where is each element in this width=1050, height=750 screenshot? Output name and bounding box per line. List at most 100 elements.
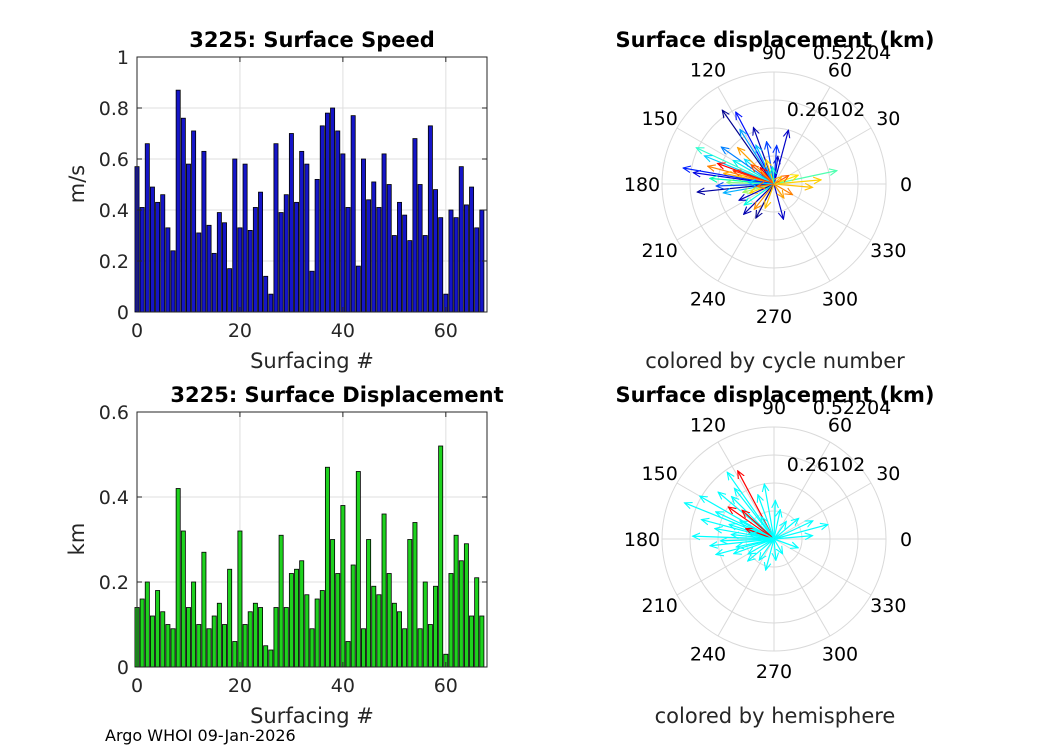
speed-axes-box [136, 56, 488, 313]
displacement-bar [304, 594, 310, 668]
speed-ytick-label: 0.6 [99, 149, 129, 171]
speed-bar [386, 184, 392, 313]
polar-hemisphere-angle-label: 30 [876, 463, 900, 485]
surface-displacement-title: 3225: Surface Displacement [170, 383, 503, 407]
speed-bar [201, 150, 207, 313]
polar-hemisphere-vector [773, 536, 812, 539]
surface-speed-chart: 3225: Surface Speed Surfacing # m/s 0 20 4… [65, 28, 488, 373]
speed-bar [222, 222, 227, 313]
polar-cycle-vector [757, 184, 775, 186]
displacement-bar [314, 598, 320, 668]
speed-ytick-label: 0 [117, 302, 129, 324]
polar-hemisphere-chart: Surface displacement (km) colored by hem… [615, 383, 934, 728]
displacement-bar [340, 505, 346, 668]
displacement-bar [479, 615, 485, 668]
displacement-bar [391, 602, 397, 668]
displacement-bar [417, 628, 423, 668]
speed-bar [258, 191, 263, 313]
speed-bar [278, 212, 284, 313]
displacement-bar [453, 534, 459, 668]
speed-bar [319, 125, 325, 313]
speed-ytick-label: 0.2 [99, 251, 129, 273]
speed-bar [294, 201, 300, 313]
displacement-bar [155, 590, 161, 668]
polar-hemisphere-radius-label: 0.52204 [813, 397, 892, 419]
polar-hemisphere-vector [773, 521, 786, 540]
speed-bar [314, 178, 320, 313]
polar-hemisphere-angle-label: 330 [870, 595, 906, 617]
displacement-bar [381, 513, 387, 668]
polar-hemisphere-spoke [717, 538, 775, 637]
displacement-bar [222, 624, 227, 668]
polar-cycle-angle-label: 210 [642, 240, 678, 262]
polar-hemisphere-angle-label: 120 [690, 415, 726, 437]
speed-bar [247, 229, 253, 313]
displacement-bar [474, 577, 480, 668]
displacement-bar [335, 573, 341, 668]
polar-cycle-angle-label: 120 [690, 60, 726, 82]
polar-hemisphere-vector [734, 488, 775, 540]
speed-bar [309, 270, 315, 313]
footer-credit: Argo WHOI 09-Jan-2026 [105, 726, 296, 745]
polar-cycle-angle-label: 270 [756, 306, 792, 328]
speed-bar [330, 107, 336, 313]
polar-cycle-vector [696, 148, 775, 185]
displacement-bar [201, 551, 207, 668]
speed-bar [469, 186, 475, 313]
speed-bar [381, 153, 387, 313]
speed-bar [186, 163, 191, 313]
polar-cycle-subtitle: colored by cycle number [645, 349, 905, 373]
displacement-bar [433, 585, 438, 668]
polar-hemisphere-angle-label: 300 [822, 643, 858, 665]
displacement-bar [144, 581, 150, 668]
polar-cycle-vector [773, 183, 784, 198]
polar-cycle-title: Surface displacement (km) [615, 28, 934, 52]
displacement-ytick-label: 0 [117, 657, 129, 679]
speed-bar [232, 158, 238, 313]
surface-speed-xlabel: Surfacing # [250, 349, 374, 373]
speed-bar [350, 115, 356, 313]
polar-cycle-vector [773, 130, 788, 185]
polar-cycle-angle-label: 90 [762, 42, 786, 64]
polar-cycle-radius-label: 0.52204 [813, 42, 892, 64]
speed-bar [170, 250, 176, 313]
polar-hemisphere-vector [742, 510, 775, 540]
polar-hemisphere-spoke [773, 482, 872, 540]
speed-bar [263, 275, 269, 313]
polar-cycle-vector [773, 184, 812, 187]
polar-hemisphere-angle-label: 180 [624, 529, 660, 551]
displacement-bar [386, 573, 392, 668]
displacement-bar [458, 560, 464, 668]
displacement-bar [402, 628, 408, 668]
displacement-xtick-label: 60 [434, 675, 458, 697]
polar-cycle-angle-label: 60 [828, 60, 852, 82]
polar-cycle-vector [773, 167, 774, 185]
displacement-bar [273, 607, 279, 668]
displacement-bar [268, 649, 274, 668]
displacement-bar [216, 602, 222, 668]
displacement-bar [232, 641, 238, 668]
polar-cycle-vector [740, 129, 775, 185]
polar-hemisphere-vector [773, 510, 780, 540]
polar-hemisphere-radius-label: 0.26102 [787, 454, 866, 476]
speed-bar [474, 227, 480, 313]
displacement-bar [160, 611, 166, 668]
polar-hemisphere-vector [720, 539, 775, 541]
surface-speed-ylabel: m/s [65, 165, 89, 203]
polar-hemisphere-vector [693, 536, 775, 539]
displacement-bar [330, 539, 336, 668]
displacement-bar [139, 598, 145, 668]
polar-hemisphere-vector [748, 538, 775, 561]
displacement-bar [294, 568, 300, 668]
polar-hemisphere-vector [773, 521, 813, 540]
polar-hemisphere-subtitle: colored by hemisphere [655, 704, 896, 728]
speed-bar [288, 133, 294, 313]
displacement-bar [180, 530, 186, 668]
polar-cycle-spoke [773, 86, 831, 185]
displacement-bar [206, 628, 212, 668]
displacement-bar [263, 645, 269, 668]
surface-speed-title: 3225: Surface Speed [189, 28, 435, 52]
polar-hemisphere-spoke [773, 538, 831, 637]
displacement-bar [252, 602, 258, 668]
displacement-bar [355, 471, 361, 668]
